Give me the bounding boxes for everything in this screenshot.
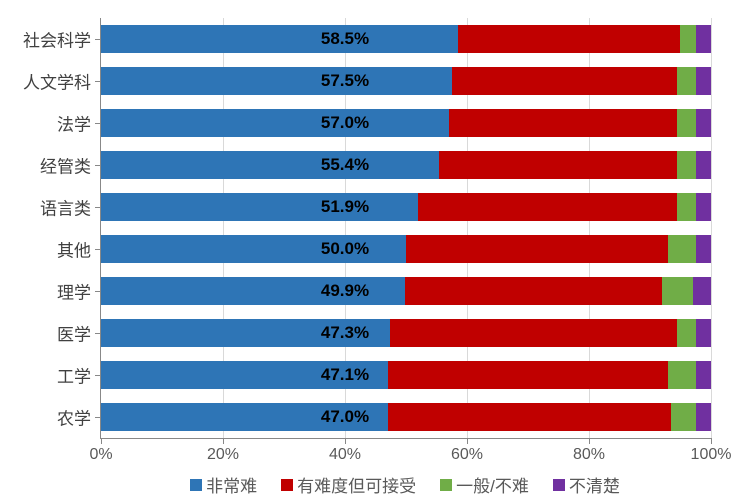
bar-segment-very_hard [101, 151, 439, 179]
legend-label: 有难度但可接受 [297, 472, 416, 497]
legend-item-unclear: 不清楚 [553, 472, 620, 497]
bar-value-label: 47.1% [321, 365, 369, 385]
legend-swatch [553, 479, 565, 491]
bar-segment-unclear [696, 361, 711, 389]
bar-segment-normal_easy [668, 235, 695, 263]
bar-row: 50.0% [101, 235, 711, 263]
bar-value-label: 47.3% [321, 323, 369, 343]
bar-row: 57.5% [101, 67, 711, 95]
x-tick-label: 40% [329, 446, 361, 464]
bar-segment-normal_easy [677, 67, 695, 95]
bar-row: 47.1% [101, 361, 711, 389]
category-label: 语言类 [40, 195, 91, 220]
x-tick [589, 438, 590, 444]
bar-segment-unclear [696, 109, 711, 137]
bar-segment-hard_ok [452, 67, 678, 95]
x-tick [711, 438, 712, 444]
legend-swatch [440, 479, 452, 491]
bar-segment-very_hard [101, 193, 418, 221]
bar-segment-very_hard [101, 67, 452, 95]
bar-segment-hard_ok [439, 151, 678, 179]
bar-segment-hard_ok [458, 25, 681, 53]
bar-segment-unclear [696, 403, 711, 431]
bar-segment-hard_ok [449, 109, 678, 137]
bar-segment-normal_easy [671, 403, 695, 431]
category-label: 人文学科 [23, 69, 91, 94]
bar-segment-unclear [696, 25, 711, 53]
category-label: 社会科学 [23, 27, 91, 52]
bar-segment-unclear [696, 235, 711, 263]
bar-segment-very_hard [101, 109, 449, 137]
bar-segment-unclear [696, 319, 711, 347]
bar-row: 58.5% [101, 25, 711, 53]
bar-value-label: 50.0% [321, 239, 369, 259]
legend-item-very_hard: 非常难 [190, 472, 257, 497]
bar-value-label: 51.9% [321, 197, 369, 217]
x-tick-label: 60% [451, 446, 483, 464]
legend-item-normal_easy: 一般/不难 [440, 472, 529, 497]
bar-row: 57.0% [101, 109, 711, 137]
bar-row: 55.4% [101, 151, 711, 179]
plot-area: 0%20%40%60%80%100%社会科学58.5%人文学科57.5%法学57… [100, 18, 711, 439]
category-label: 法学 [57, 111, 91, 136]
bar-segment-hard_ok [406, 235, 668, 263]
bar-value-label: 49.9% [321, 281, 369, 301]
category-label: 农学 [57, 405, 91, 430]
bar-value-label: 57.0% [321, 113, 369, 133]
x-tick [345, 438, 346, 444]
category-label: 理学 [57, 279, 91, 304]
bar-segment-normal_easy [677, 319, 695, 347]
legend-label: 非常难 [206, 472, 257, 497]
bar-segment-hard_ok [405, 277, 662, 305]
legend-item-hard_ok: 有难度但可接受 [281, 472, 416, 497]
legend-swatch [190, 479, 202, 491]
category-label: 其他 [57, 237, 91, 262]
bar-segment-unclear [696, 151, 711, 179]
x-tick-label: 20% [207, 446, 239, 464]
bar-segment-normal_easy [677, 109, 695, 137]
category-label: 医学 [57, 321, 91, 346]
bar-value-label: 57.5% [321, 71, 369, 91]
x-tick [101, 438, 102, 444]
stacked-bar-chart: 0% 20% 40% 60% 80% 100% 社会科学 58.5% 人文学科 57.5% 法学 57… [0, 0, 748, 503]
x-tick [223, 438, 224, 444]
category-label: 经管类 [40, 153, 91, 178]
bar-segment-hard_ok [388, 361, 668, 389]
bar-segment-normal_easy [677, 193, 695, 221]
x-tick [467, 438, 468, 444]
bar-segment-normal_easy [662, 277, 693, 305]
bar-segment-unclear [696, 67, 711, 95]
x-tick-label: 0% [89, 446, 112, 464]
bar-segment-very_hard [101, 25, 458, 53]
bar-row: 49.9% [101, 277, 711, 305]
gridline [711, 18, 712, 438]
bar-segment-normal_easy [677, 151, 695, 179]
bar-segment-hard_ok [390, 319, 678, 347]
bar-segment-hard_ok [388, 403, 672, 431]
bar-segment-unclear [693, 277, 711, 305]
bar-segment-unclear [696, 193, 711, 221]
bar-value-label: 58.5% [321, 29, 369, 49]
bar-row: 47.3% [101, 319, 711, 347]
legend-swatch [281, 479, 293, 491]
bar-value-label: 47.0% [321, 407, 369, 427]
category-label: 工学 [57, 363, 91, 388]
bar-segment-normal_easy [668, 361, 695, 389]
legend: 非常难 有难度但可接受 一般/不难 不清楚 [100, 472, 710, 497]
legend-label: 不清楚 [569, 472, 620, 497]
x-tick-label: 80% [573, 446, 605, 464]
legend-label: 一般/不难 [456, 472, 529, 497]
bar-segment-normal_easy [680, 25, 695, 53]
bar-row: 51.9% [101, 193, 711, 221]
bar-value-label: 55.4% [321, 155, 369, 175]
x-tick-label: 100% [691, 446, 732, 464]
bar-segment-hard_ok [418, 193, 678, 221]
bar-row: 47.0% [101, 403, 711, 431]
